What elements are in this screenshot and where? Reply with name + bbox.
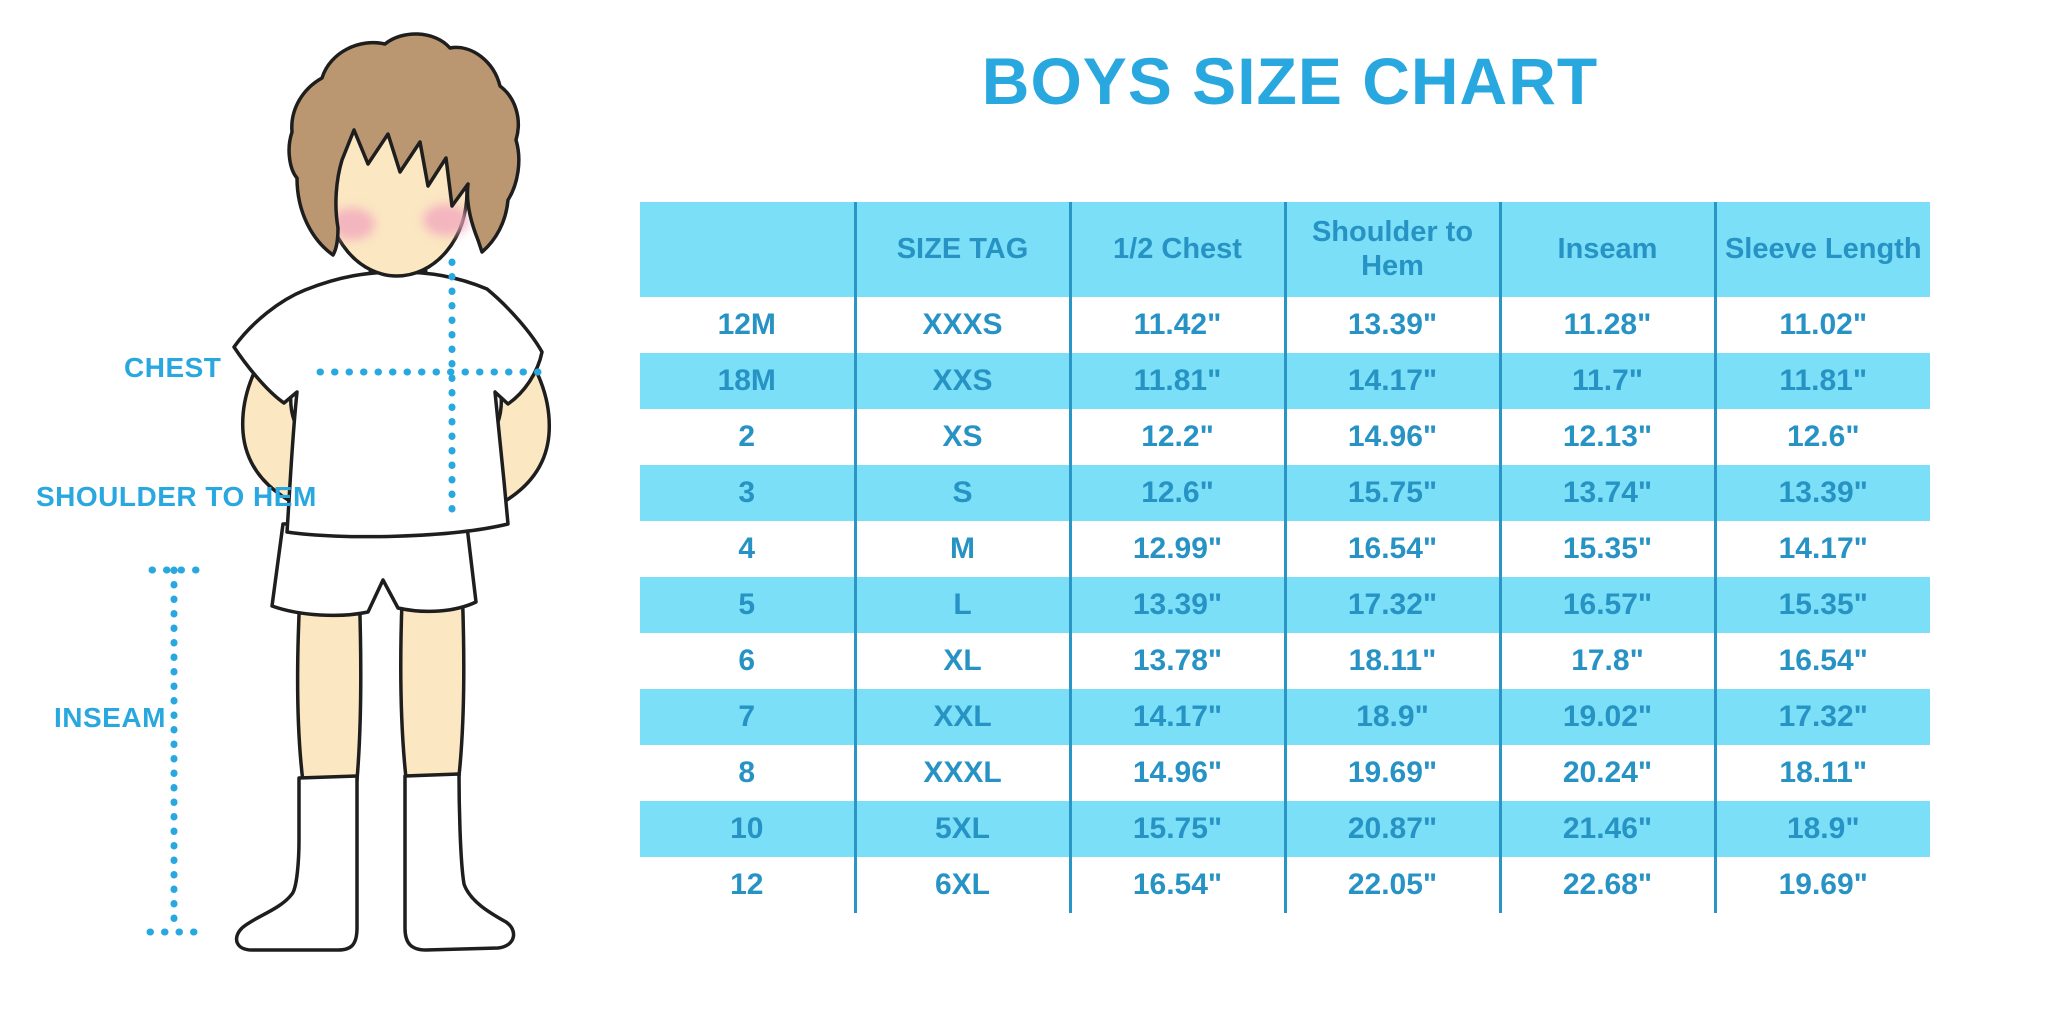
page-title: BOYS SIZE CHART xyxy=(981,44,1599,118)
table-cell: 18.9" xyxy=(1283,689,1500,745)
table-cell: XXL xyxy=(853,689,1070,745)
shoulder-to-hem-label: SHOULDER TO HEM xyxy=(36,481,317,512)
table-cell: 14.17" xyxy=(1068,689,1285,745)
inseam-label: INSEAM xyxy=(54,702,166,733)
table-cell: 3 xyxy=(738,476,756,509)
left-cheek xyxy=(329,208,375,240)
table-cell: 8 xyxy=(738,756,756,789)
table-row: 5 L 13.39" 17.32" 16.57" 15.35" xyxy=(640,577,1930,633)
size-table-body: 12M XXXS 11.42" 13.39" 11.28" 11.02" 18M XXS 11.… xyxy=(640,297,1930,913)
table-row: 3 S 12.6" 15.75" 13.74" 13.39" xyxy=(640,465,1930,521)
table-cell: 14.17" xyxy=(1283,353,1500,409)
table-cell: 15.35" xyxy=(1713,577,1930,633)
table-row: 8 XXXL 14.96" 19.69" 20.24" 18.11" xyxy=(640,745,1930,801)
table-cell: 22.68" xyxy=(1498,857,1715,913)
table-cell: 15.75" xyxy=(1283,465,1500,521)
table-cell: 13.78" xyxy=(1068,633,1285,689)
table-cell: 19.69" xyxy=(1713,857,1930,913)
table-row: 2 XS 12.2" 14.96" 12.13" 12.6" xyxy=(640,409,1930,465)
table-cell: 11.81" xyxy=(1068,353,1285,409)
table-cell: XL xyxy=(853,633,1070,689)
table-cell: 14.96" xyxy=(1283,409,1500,465)
table-cell: 5XL xyxy=(853,801,1070,857)
table-cell: 12.6" xyxy=(1068,465,1285,521)
table-cell: 16.54" xyxy=(1068,857,1285,913)
table-cell: 22.05" xyxy=(1283,857,1500,913)
table-cell: 16.54" xyxy=(1283,521,1500,577)
header-cell: Shoulder to Hem xyxy=(1283,202,1500,297)
table-cell: 20.87" xyxy=(1283,801,1500,857)
size-table: SIZE TAG 1/2 Chest Shoulder to Hem Inseam Sl… xyxy=(640,202,1930,913)
table-cell: 11.42" xyxy=(1068,297,1285,353)
table-cell: 12.99" xyxy=(1068,521,1285,577)
table-cell: 17.32" xyxy=(1713,689,1930,745)
table-row: 4 M 12.99" 16.54" 15.35" 14.17" xyxy=(640,521,1930,577)
shorts xyxy=(270,516,478,618)
table-cell: 17.8" xyxy=(1498,633,1715,689)
table-cell: 14.96" xyxy=(1068,745,1285,801)
table-cell: 11.7" xyxy=(1498,353,1715,409)
table-row: 7 XXL 14.17" 18.9" 19.02" 17.32" xyxy=(640,689,1930,745)
table-cell: S xyxy=(853,465,1070,521)
table-cell: 13.39" xyxy=(1283,297,1500,353)
table-cell: 10 xyxy=(730,812,764,845)
table-cell: 2 xyxy=(738,420,756,453)
table-cell: L xyxy=(853,577,1070,633)
table-cell: 5 xyxy=(738,588,756,621)
table-row: 12 6XL 16.54" 22.05" 22.68" 19.69" xyxy=(640,857,1930,913)
header-cell: SIZE TAG xyxy=(853,202,1070,297)
table-cell: M xyxy=(853,521,1070,577)
table-cell: 6XL xyxy=(853,857,1070,913)
table-cell: 20.24" xyxy=(1498,745,1715,801)
table-cell: 12.2" xyxy=(1068,409,1285,465)
table-cell: XXS xyxy=(853,353,1070,409)
header-cell: 1/2 Chest xyxy=(1068,202,1285,297)
table-cell: 16.57" xyxy=(1498,577,1715,633)
right-cheek xyxy=(423,204,469,236)
table-row: 10 5XL 15.75" 20.87" 21.46" 18.9" xyxy=(640,801,1930,857)
table-cell: 18M xyxy=(717,364,776,397)
table-cell: 12.6" xyxy=(1713,409,1930,465)
table-cell: 15.35" xyxy=(1498,521,1715,577)
table-row: 18M XXS 11.81" 14.17" 11.7" 11.81" xyxy=(640,353,1930,409)
table-cell: 16.54" xyxy=(1713,633,1930,689)
table-cell: XXXL xyxy=(853,745,1070,801)
header-cell: Inseam xyxy=(1498,202,1715,297)
table-cell: 17.32" xyxy=(1283,577,1500,633)
table-cell: 7 xyxy=(738,700,756,733)
header-cell: Sleeve Length xyxy=(1713,202,1930,297)
table-header-row: SIZE TAG 1/2 Chest Shoulder to Hem Inseam Sl… xyxy=(640,202,1930,297)
table-cell: 12.13" xyxy=(1498,409,1715,465)
table-cell: 13.39" xyxy=(1068,577,1285,633)
table-cell: 13.74" xyxy=(1498,465,1715,521)
table-cell: 15.75" xyxy=(1068,801,1285,857)
hair xyxy=(287,32,521,257)
table-row: 12M XXXS 11.42" 13.39" 11.28" 11.02" xyxy=(640,297,1930,353)
table-cell: 18.11" xyxy=(1283,633,1500,689)
table-cell: 21.46" xyxy=(1498,801,1715,857)
table-cell: 19.69" xyxy=(1283,745,1500,801)
chest-label: CHEST xyxy=(124,352,222,383)
table-cell: 11.02" xyxy=(1713,297,1930,353)
t-shirt xyxy=(232,270,544,539)
table-cell: 11.81" xyxy=(1713,353,1930,409)
table-cell: 14.17" xyxy=(1713,521,1930,577)
boy-figure-svg xyxy=(146,32,551,952)
table-cell: 18.11" xyxy=(1713,745,1930,801)
table-cell: 13.39" xyxy=(1713,465,1930,521)
table-cell: 12 xyxy=(730,868,764,901)
right-sock xyxy=(403,772,516,952)
left-sock xyxy=(234,774,359,952)
table-cell: 6 xyxy=(738,644,756,677)
header-cell xyxy=(640,202,855,297)
table-cell: 12M xyxy=(717,308,776,341)
table-cell: 18.9" xyxy=(1713,801,1930,857)
boy-illustration xyxy=(0,0,640,1024)
table-cell: 4 xyxy=(738,532,756,565)
table-row: 6 XL 13.78" 18.11" 17.8" 16.54" xyxy=(640,633,1930,689)
table-cell: 11.28" xyxy=(1498,297,1715,353)
table-cell: XS xyxy=(853,409,1070,465)
table-cell: XXXS xyxy=(853,297,1070,353)
table-cell: 19.02" xyxy=(1498,689,1715,745)
